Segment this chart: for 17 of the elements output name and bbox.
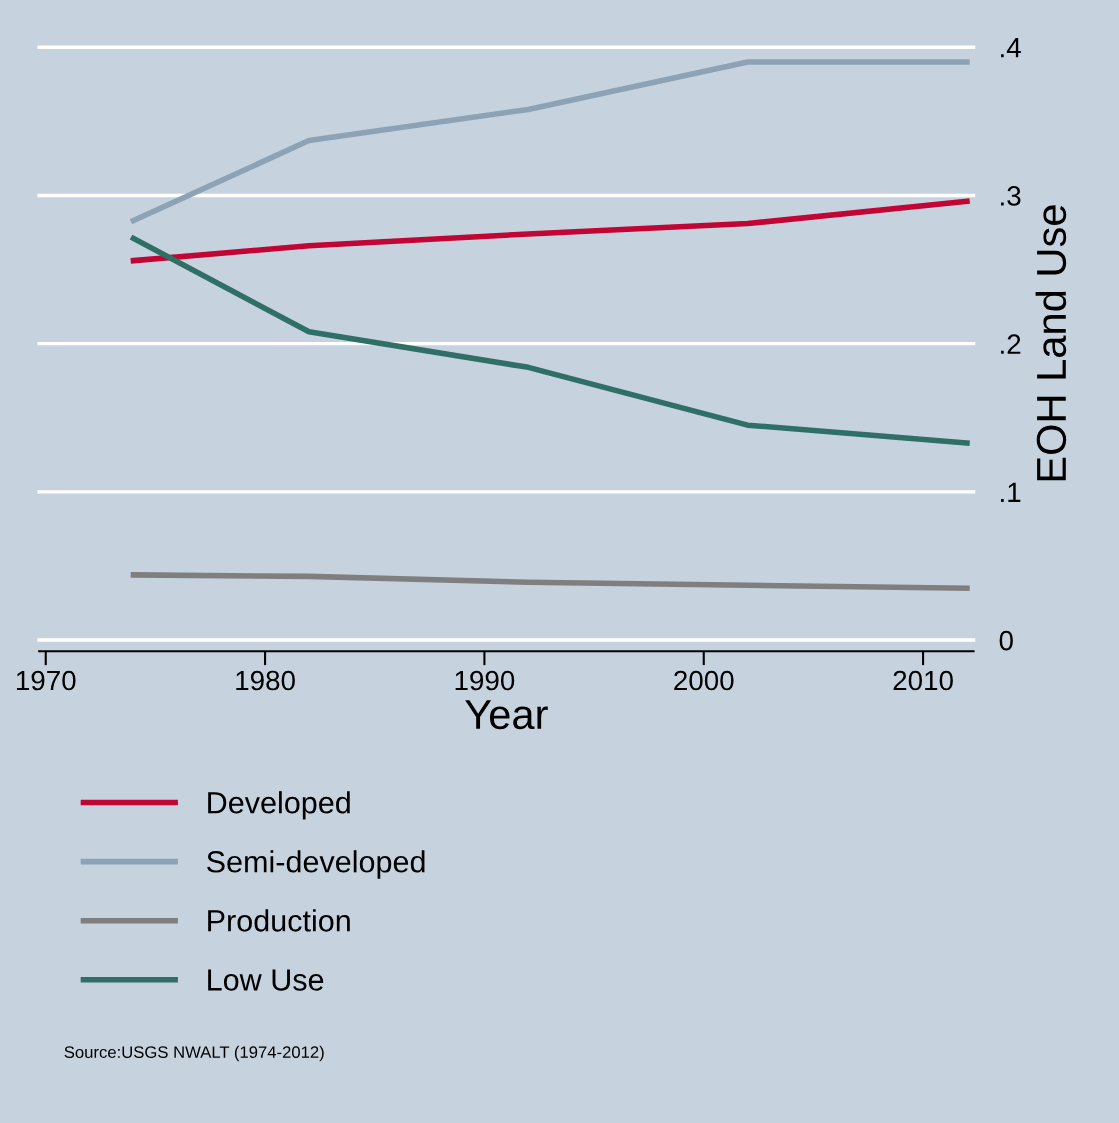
- source-note: Source:USGS NWALT (1974-2012): [64, 1045, 324, 1062]
- y-tick-label: .4: [1001, 38, 1021, 58]
- x-tick-label: 1970: [16, 670, 76, 691]
- x-tick-label: 2000: [674, 670, 734, 691]
- y-axis-title: EOH Land Use: [1035, 205, 1067, 481]
- x-tick-label: 1990: [455, 670, 515, 691]
- legend-label: Semi-developed: [207, 850, 425, 879]
- x-axis-title: Year: [465, 700, 548, 730]
- y-tick-label: 0: [999, 630, 1013, 651]
- y-tick-label: .3: [1001, 186, 1021, 206]
- y-tick-label: .1: [1001, 482, 1021, 502]
- x-tick-label: 2010: [893, 670, 953, 691]
- y-tick-label: .2: [1001, 334, 1021, 354]
- legend-label: Production: [208, 909, 350, 932]
- x-tick-label: 1980: [236, 670, 295, 691]
- legend-label: Low Use: [208, 969, 324, 991]
- legend-label: Developed: [208, 791, 350, 820]
